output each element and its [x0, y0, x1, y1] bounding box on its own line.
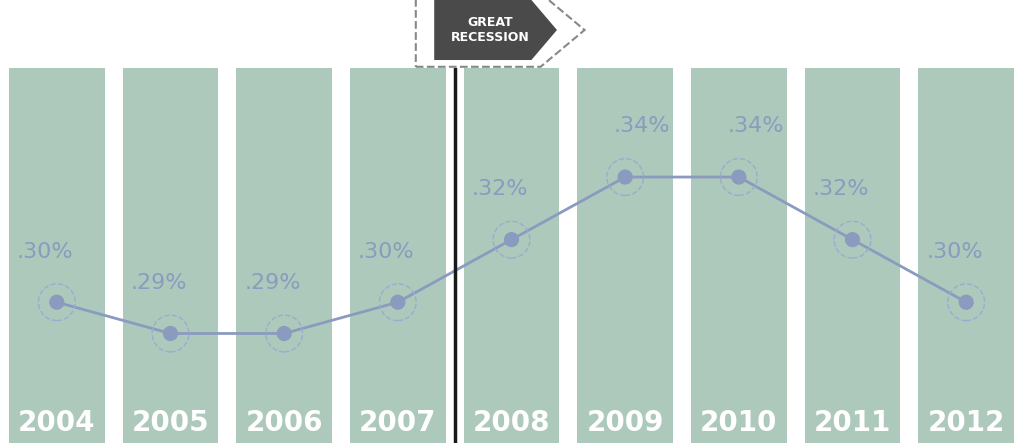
Text: .32%: .32% [472, 179, 528, 199]
Text: .34%: .34% [614, 117, 670, 136]
Bar [123, 67, 218, 443]
Text: 2012: 2012 [928, 409, 1005, 437]
Text: 2007: 2007 [359, 409, 437, 437]
Text: 2005: 2005 [132, 409, 210, 437]
Point [617, 174, 633, 181]
Text: .30%: .30% [927, 241, 983, 261]
Point [49, 299, 65, 306]
Text: 2006: 2006 [246, 409, 323, 437]
Bar [350, 67, 446, 443]
Point [730, 174, 747, 181]
Bar [692, 67, 787, 443]
Text: .30%: .30% [17, 241, 74, 261]
Text: 2009: 2009 [586, 409, 664, 437]
Text: .30%: .30% [358, 241, 414, 261]
Point [958, 299, 974, 306]
Bar [9, 67, 104, 443]
Text: 2010: 2010 [700, 409, 777, 437]
Bar [919, 67, 1014, 443]
Polygon shape [434, 0, 557, 60]
Point [390, 299, 406, 306]
Point [503, 236, 520, 243]
Bar [577, 67, 673, 443]
Text: GREAT
RECESSION: GREAT RECESSION [451, 16, 530, 44]
Bar [236, 67, 331, 443]
Point [49, 299, 65, 306]
Point [276, 330, 293, 337]
Point [958, 299, 974, 306]
Point [730, 174, 747, 181]
Point [617, 174, 633, 181]
Text: .32%: .32% [812, 179, 870, 199]
Text: .29%: .29% [131, 273, 187, 293]
Point [276, 330, 293, 337]
Point [844, 236, 860, 243]
Text: .29%: .29% [244, 273, 301, 293]
Bar [463, 67, 560, 443]
Point [163, 330, 179, 337]
Point [844, 236, 860, 243]
Text: .34%: .34% [727, 117, 784, 136]
Point [163, 330, 179, 337]
Text: 2008: 2008 [473, 409, 550, 437]
Text: 2011: 2011 [814, 409, 891, 437]
Bar [805, 67, 900, 443]
Point [390, 299, 406, 306]
Point [503, 236, 520, 243]
Text: 2004: 2004 [18, 409, 95, 437]
